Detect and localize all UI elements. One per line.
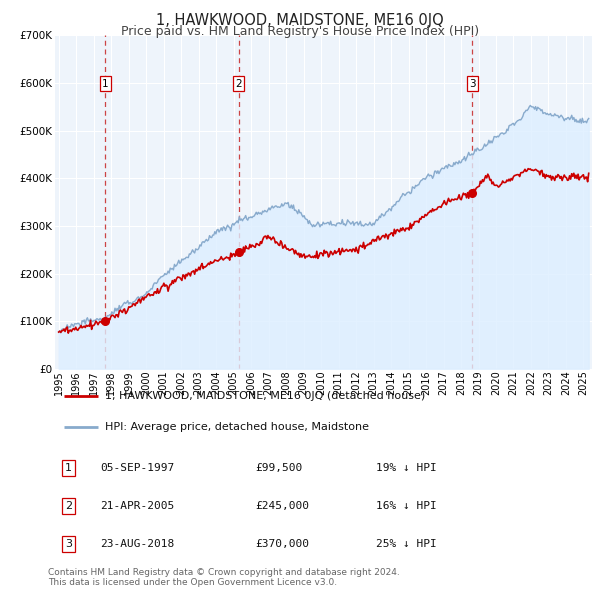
Text: £245,000: £245,000 xyxy=(256,501,310,511)
Text: 2: 2 xyxy=(65,501,73,511)
Text: 16% ↓ HPI: 16% ↓ HPI xyxy=(376,501,436,511)
Text: 25% ↓ HPI: 25% ↓ HPI xyxy=(376,539,436,549)
Text: £99,500: £99,500 xyxy=(256,463,303,473)
Text: 21-APR-2005: 21-APR-2005 xyxy=(100,501,174,511)
Text: Price paid vs. HM Land Registry's House Price Index (HPI): Price paid vs. HM Land Registry's House … xyxy=(121,25,479,38)
Text: 1, HAWKWOOD, MAIDSTONE, ME16 0JQ: 1, HAWKWOOD, MAIDSTONE, ME16 0JQ xyxy=(156,13,444,28)
Text: 1, HAWKWOOD, MAIDSTONE, ME16 0JQ (detached house): 1, HAWKWOOD, MAIDSTONE, ME16 0JQ (detach… xyxy=(105,391,425,401)
Text: 2: 2 xyxy=(236,78,242,88)
Text: 23-AUG-2018: 23-AUG-2018 xyxy=(100,539,174,549)
Text: Contains HM Land Registry data © Crown copyright and database right 2024.
This d: Contains HM Land Registry data © Crown c… xyxy=(48,568,400,587)
Text: 1: 1 xyxy=(102,78,109,88)
Text: HPI: Average price, detached house, Maidstone: HPI: Average price, detached house, Maid… xyxy=(105,422,369,432)
Text: 05-SEP-1997: 05-SEP-1997 xyxy=(100,463,174,473)
Text: 19% ↓ HPI: 19% ↓ HPI xyxy=(376,463,436,473)
Text: £370,000: £370,000 xyxy=(256,539,310,549)
Text: 3: 3 xyxy=(469,78,476,88)
Text: 3: 3 xyxy=(65,539,72,549)
Text: 1: 1 xyxy=(65,463,72,473)
